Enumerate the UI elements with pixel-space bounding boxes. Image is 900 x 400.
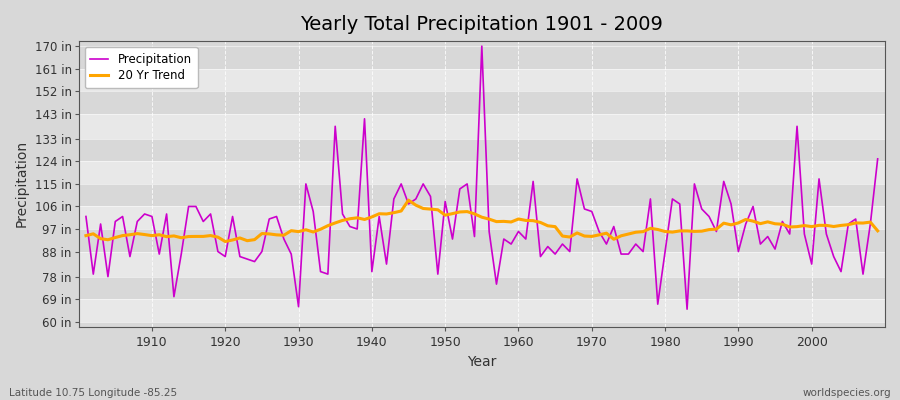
Precipitation — [301, 182, 311, 186]
20 Yr Trend — [403, 198, 414, 202]
Precipitation — [513, 229, 524, 234]
20 Yr Trend — [352, 215, 363, 220]
Line: 20 Yr Trend: 20 Yr Trend — [86, 200, 878, 242]
Bar — [78, 252, 885, 277]
Text: Latitude 10.75 Longitude -85.25: Latitude 10.75 Longitude -85.25 — [9, 388, 177, 398]
20 Yr Trend — [140, 232, 150, 237]
Precipitation — [681, 307, 692, 312]
Precipitation — [140, 212, 150, 216]
20 Yr Trend — [220, 239, 230, 244]
Bar — [78, 69, 885, 91]
Bar — [78, 91, 885, 114]
Precipitation — [608, 224, 619, 229]
Bar — [78, 206, 885, 229]
Y-axis label: Precipitation: Precipitation — [15, 140, 29, 228]
Line: Precipitation: Precipitation — [86, 46, 878, 309]
Bar — [78, 229, 885, 252]
20 Yr Trend — [527, 218, 538, 223]
Title: Yearly Total Precipitation 1901 - 2009: Yearly Total Precipitation 1901 - 2009 — [301, 15, 663, 34]
Text: worldspecies.org: worldspecies.org — [803, 388, 891, 398]
20 Yr Trend — [872, 228, 883, 233]
20 Yr Trend — [308, 230, 319, 234]
Precipitation — [476, 44, 487, 48]
20 Yr Trend — [520, 218, 531, 223]
20 Yr Trend — [81, 233, 92, 238]
X-axis label: Year: Year — [467, 355, 497, 369]
Bar — [78, 161, 885, 184]
Precipitation — [872, 156, 883, 161]
Precipitation — [81, 214, 92, 219]
Precipitation — [520, 237, 531, 242]
Legend: Precipitation, 20 Yr Trend: Precipitation, 20 Yr Trend — [85, 47, 198, 88]
Bar — [78, 184, 885, 206]
Bar — [78, 114, 885, 139]
20 Yr Trend — [616, 234, 626, 238]
Bar — [78, 299, 885, 322]
Bar — [78, 46, 885, 69]
Bar — [78, 139, 885, 161]
Bar — [78, 277, 885, 299]
Precipitation — [345, 224, 356, 229]
